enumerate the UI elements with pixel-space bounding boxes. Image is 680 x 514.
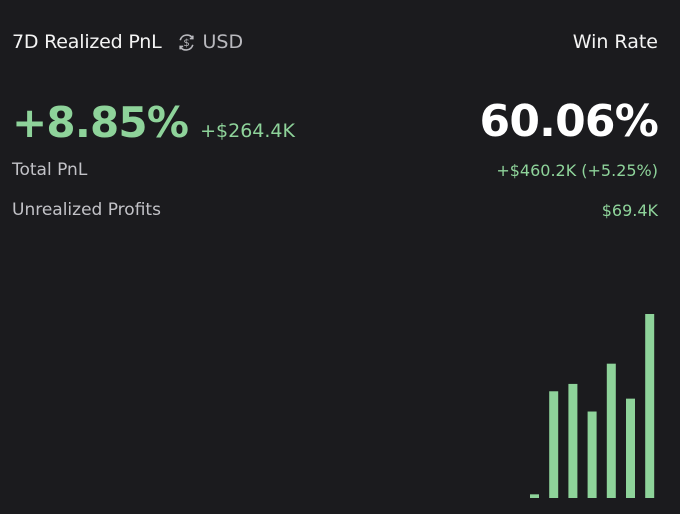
total-pnl-value: +$460.2K (+5.25%): [496, 160, 658, 180]
dollar-exchange-icon[interactable]: $: [176, 32, 197, 53]
pnl-bar-3: [568, 383, 578, 498]
realized-pnl-group: +8.85% +$264.4K: [12, 102, 295, 144]
pnl-bar-1: [530, 494, 539, 498]
win-rate-label: Win Rate: [572, 31, 658, 53]
summary-row: +8.85% +$264.4K 60.06%: [12, 88, 659, 147]
unrealized-profits-value: $69.4K: [601, 200, 658, 220]
currency-label[interactable]: USD: [202, 31, 244, 53]
total-pnl-row: Total PnL +$460.2K (+5.25%): [12, 158, 658, 182]
total-pnl-label: Total PnL: [12, 160, 88, 180]
realized-pnl-percent: +8.85%: [12, 98, 189, 147]
unrealized-profits-label: Unrealized Profits: [12, 200, 161, 220]
svg-text:$: $: [183, 38, 189, 49]
win-rate-value: 60.06%: [479, 96, 659, 147]
unrealized-profits-row: Unrealized Profits $69.4K: [12, 198, 658, 222]
pnl-bar-4: [587, 411, 597, 498]
header-title-group: 7D Realized PnL $ USD: [12, 31, 243, 53]
currency-toggle[interactable]: $ USD: [176, 31, 244, 53]
card-header: 7D Realized PnL $ USD Win Rate: [12, 28, 658, 56]
pnl-bar-5: [606, 363, 616, 498]
pnl-bar-chart-svg: [530, 314, 655, 498]
pnl-bar-2: [549, 391, 559, 498]
card-title: 7D Realized PnL: [12, 31, 162, 53]
pnl-bar-6: [626, 398, 635, 498]
pnl-bar-chart: [520, 300, 664, 500]
realized-pnl-amount: +$264.4K: [200, 120, 295, 142]
pnl-bar-7: [645, 314, 655, 498]
